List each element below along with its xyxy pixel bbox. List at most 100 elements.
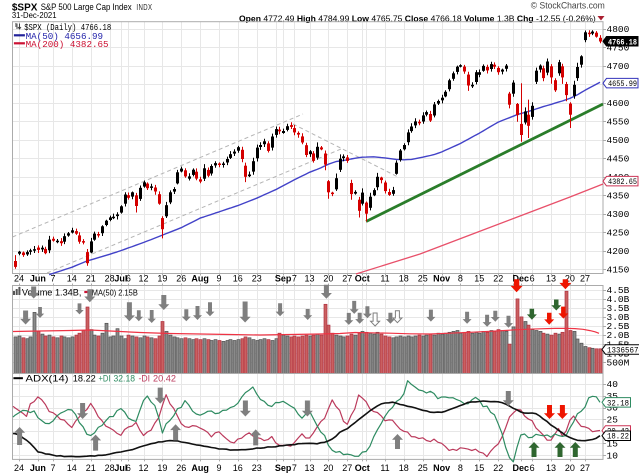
- svg-text:Sep: Sep: [275, 274, 292, 284]
- svg-text:27: 27: [580, 274, 590, 284]
- svg-text:Sep: Sep: [275, 463, 292, 473]
- svg-text:4382.65: 4382.65: [608, 177, 637, 187]
- svg-text:26: 26: [176, 463, 186, 473]
- svg-text:4800: 4800: [607, 24, 630, 35]
- svg-text:26: 26: [176, 274, 186, 284]
- svg-text:13: 13: [546, 463, 556, 473]
- svg-text:Nov: Nov: [433, 463, 450, 473]
- svg-text:22: 22: [493, 274, 503, 284]
- svg-text:MA(50) 4656.99: MA(50) 4656.99: [26, 32, 104, 42]
- svg-text:15: 15: [607, 439, 619, 450]
- svg-text:4766.18: 4766.18: [608, 37, 637, 47]
- svg-text:27: 27: [342, 274, 352, 284]
- svg-text:4250: 4250: [607, 227, 630, 238]
- svg-text:28: 28: [105, 274, 115, 284]
- svg-text:+DI: +DI: [99, 374, 111, 384]
- svg-text:Aug: Aug: [191, 274, 209, 284]
- svg-text:23: 23: [252, 463, 262, 473]
- svg-text:7: 7: [292, 274, 297, 284]
- svg-text:23: 23: [252, 274, 262, 284]
- svg-text:12: 12: [138, 463, 148, 473]
- svg-text:9: 9: [216, 274, 221, 284]
- svg-text:35: 35: [607, 391, 619, 402]
- svg-text:13365674: 13365674: [607, 346, 639, 356]
- svg-text:4450: 4450: [607, 154, 630, 165]
- svg-text:$SPX: $SPX: [12, 2, 38, 14]
- svg-text:Aug: Aug: [191, 463, 209, 473]
- svg-text:8: 8: [458, 463, 463, 473]
- svg-text:4655.99: 4655.99: [608, 79, 637, 89]
- svg-text:31-Dec-2021: 31-Dec-2021: [12, 10, 57, 20]
- svg-text:4350: 4350: [607, 190, 630, 201]
- svg-text:19: 19: [157, 463, 167, 473]
- svg-text:15: 15: [474, 274, 484, 284]
- svg-text:Oct: Oct: [355, 274, 370, 284]
- svg-text:13: 13: [304, 463, 314, 473]
- svg-text:4500: 4500: [607, 135, 630, 146]
- svg-text:32.18: 32.18: [114, 374, 136, 384]
- svg-text:13: 13: [304, 274, 314, 284]
- svg-text:40: 40: [607, 379, 619, 390]
- svg-text:22: 22: [493, 463, 503, 473]
- svg-text:6: 6: [530, 463, 535, 473]
- svg-text:13: 13: [546, 274, 556, 284]
- svg-text:19: 19: [157, 274, 167, 284]
- svg-text:28: 28: [105, 463, 115, 473]
- svg-text:18.22: 18.22: [73, 374, 96, 384]
- svg-text:27: 27: [580, 463, 590, 473]
- svg-text:27: 27: [342, 463, 352, 473]
- svg-text:MA(50) 2.15B: MA(50) 2.15B: [92, 287, 138, 297]
- svg-text:Jun: Jun: [30, 274, 46, 284]
- svg-text:Dec: Dec: [513, 274, 530, 284]
- svg-text:20: 20: [323, 274, 333, 284]
- svg-text:14: 14: [67, 463, 77, 473]
- svg-text:30: 30: [607, 403, 619, 414]
- svg-text:21: 21: [86, 274, 96, 284]
- svg-text:20: 20: [565, 463, 575, 473]
- svg-text:6: 6: [530, 274, 535, 284]
- svg-text:24: 24: [14, 463, 24, 473]
- svg-text:21: 21: [86, 463, 96, 473]
- svg-text:MA(200) 4382.65: MA(200) 4382.65: [26, 40, 109, 50]
- svg-text:4700: 4700: [607, 61, 630, 72]
- svg-text:3.0B: 3.0B: [607, 312, 630, 323]
- svg-text:18: 18: [399, 274, 409, 284]
- svg-text:11: 11: [380, 274, 389, 284]
- svg-text:4600: 4600: [607, 98, 630, 109]
- svg-text:4550: 4550: [607, 117, 630, 128]
- svg-text:16: 16: [233, 274, 243, 284]
- svg-text:6: 6: [126, 463, 131, 473]
- svg-text:20: 20: [565, 274, 575, 284]
- svg-text:14: 14: [67, 274, 77, 284]
- svg-text:25: 25: [418, 463, 428, 473]
- svg-text:Nov: Nov: [433, 274, 450, 284]
- svg-text:3.5B: 3.5B: [607, 303, 630, 314]
- svg-text:18.22: 18.22: [607, 432, 629, 442]
- svg-text:Dec: Dec: [513, 463, 530, 473]
- svg-text:15: 15: [474, 463, 484, 473]
- svg-text:-DI: -DI: [139, 374, 151, 384]
- svg-text:INDX: INDX: [136, 3, 152, 12]
- svg-text:9: 9: [216, 463, 221, 473]
- svg-text:32.18: 32.18: [607, 398, 629, 408]
- svg-text:7: 7: [50, 463, 55, 473]
- svg-text:7: 7: [292, 463, 297, 473]
- svg-text:© StockCharts.com: © StockCharts.com: [531, 1, 605, 11]
- svg-text:Jun: Jun: [30, 463, 46, 473]
- svg-text:7: 7: [50, 274, 55, 284]
- svg-text:Open 4772.49 High 4784.99 Low: Open 4772.49 High 4784.99 Low 4765.75 Cl…: [239, 13, 596, 23]
- svg-text:Jul: Jul: [114, 274, 127, 284]
- svg-text:4200: 4200: [607, 246, 630, 257]
- svg-text:Oct: Oct: [355, 463, 370, 473]
- svg-text:8: 8: [458, 274, 463, 284]
- svg-text:11: 11: [380, 463, 389, 473]
- svg-text:Volume 1.34B,: Volume 1.34B,: [22, 287, 82, 297]
- svg-text:10: 10: [607, 451, 619, 462]
- svg-text:2.5B: 2.5B: [607, 321, 630, 332]
- svg-text:18: 18: [399, 463, 409, 473]
- svg-text:4.5B: 4.5B: [607, 285, 630, 296]
- svg-text:4150: 4150: [607, 264, 630, 275]
- svg-text:2.0B: 2.0B: [607, 330, 630, 341]
- svg-text:500M: 500M: [607, 357, 630, 368]
- svg-text:$SPX (Daily) 4766.18: $SPX (Daily) 4766.18: [24, 22, 111, 33]
